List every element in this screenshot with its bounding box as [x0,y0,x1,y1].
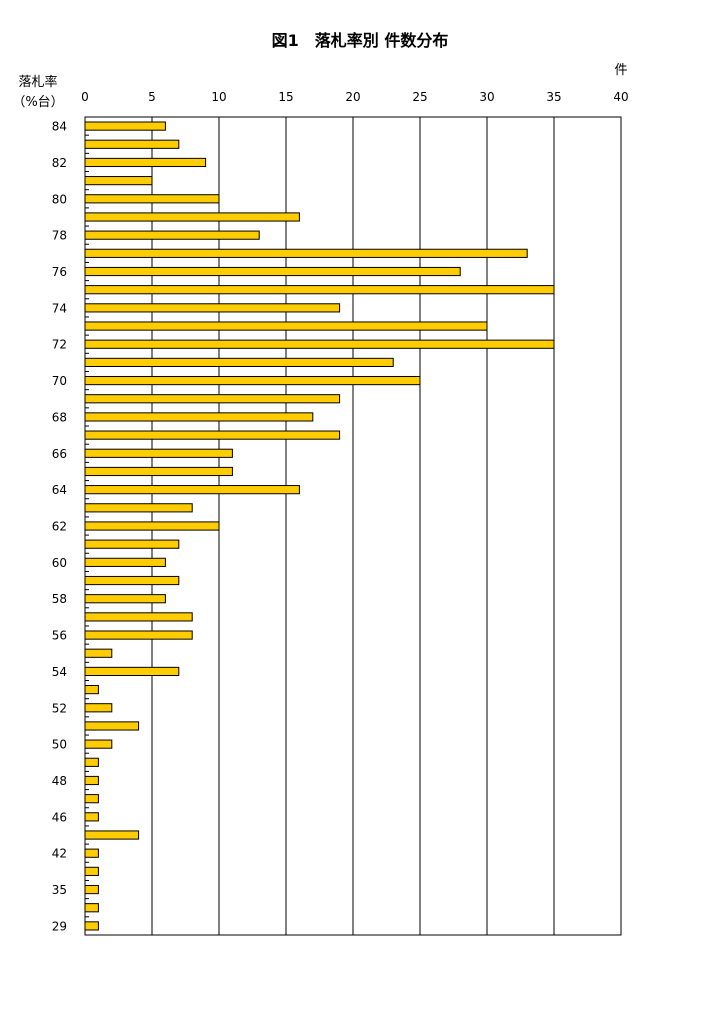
bar [84,321,488,331]
bar [84,903,99,913]
y-tick-labels: 84 82 80 78 76 74 72 70 68 66 64 62 60 58 56 54 52 50 48 46… [52,116,89,936]
y-tick-label: 84 [52,120,67,134]
bar [84,575,180,586]
bar [84,248,528,258]
bar [84,830,140,840]
bar [84,230,260,240]
y-tick-label: 42 [52,847,67,861]
bar [84,848,99,858]
x-tick-label: 0 [81,90,89,104]
y-axis-label-line2: （%台） [12,95,63,110]
bar [84,666,180,677]
bar [84,303,341,313]
bar [84,503,193,513]
bar [84,775,99,786]
bar [84,394,341,404]
y-tick-label: 66 [52,447,67,461]
x-tick-label: 15 [278,90,293,104]
x-tick-label: 10 [211,90,226,104]
bar [84,521,220,531]
bar [84,285,555,295]
y-tick-label: 60 [52,556,67,570]
x-tick-label: 35 [546,90,561,104]
y-tick-label: 82 [52,156,67,170]
x-tick-label: 25 [412,90,427,104]
bar [84,884,99,895]
bar [84,357,394,367]
bar [84,757,99,767]
x-tick-label: 30 [479,90,494,104]
x-tick-label: 20 [345,90,360,104]
bar [84,430,341,440]
bar [84,212,300,222]
bar [84,139,180,149]
bar [84,466,233,477]
y-tick-label: 56 [52,629,67,643]
y-tick-label: 46 [52,810,67,824]
y-tick-label: 68 [52,410,67,424]
y-tick-label: 78 [52,229,67,243]
bar [84,794,99,804]
y-tick-label: 62 [52,520,67,534]
bar [84,648,113,658]
y-tick-label: 54 [52,665,67,679]
y-tick-label: 50 [52,738,67,752]
bar [84,448,233,458]
bars [84,121,555,931]
bar [84,121,166,131]
bar [84,339,555,349]
bar [84,703,113,713]
y-tick-label: 76 [52,265,67,279]
chart-title: 図1 落札率別 件数分布 [272,31,449,50]
bar [84,485,300,495]
x-axis-unit-label: 件 [614,63,627,78]
bar [84,266,461,277]
y-tick-label: 74 [52,301,67,315]
y-tick-label: 48 [52,774,67,788]
y-axis-label-line1: 落札率 [18,74,57,90]
y-tick-label: 80 [52,192,67,206]
bar [84,739,113,749]
plot-frame [84,116,622,936]
y-tick-label: 64 [52,483,67,497]
bar [84,176,153,186]
bar [84,866,99,876]
bar [84,157,207,168]
x-tick-label: 40 [613,90,628,104]
bar [84,594,166,604]
x-tick-label: 5 [148,90,156,104]
bar [84,412,314,422]
bar [84,921,99,931]
bar [84,612,193,622]
bar [84,194,220,204]
bar [84,539,180,549]
y-tick-label: 52 [52,701,67,715]
y-tick-label: 29 [52,919,67,933]
bar [84,812,99,822]
bar [84,557,166,567]
bar [84,375,421,386]
y-tick-label: 72 [52,338,67,352]
bar [84,721,140,731]
bar [84,685,99,695]
y-tick-label: 58 [52,592,67,606]
y-tick-label: 70 [52,374,67,388]
y-tick-label: 35 [52,883,67,897]
bar [84,630,193,640]
x-tick-labels: 0 5 10 15 20 25 30 35 40 [81,90,628,104]
